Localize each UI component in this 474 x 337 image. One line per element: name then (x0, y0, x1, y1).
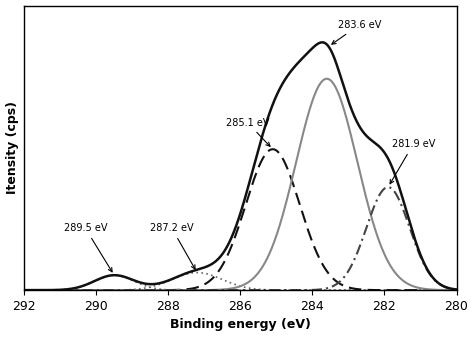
Text: 283.6 eV: 283.6 eV (332, 20, 381, 44)
Text: 285.1 eV: 285.1 eV (226, 118, 270, 146)
X-axis label: Binding energy (eV): Binding energy (eV) (170, 318, 311, 332)
Text: 289.5 eV: 289.5 eV (64, 223, 112, 272)
Text: 281.9 eV: 281.9 eV (390, 139, 435, 184)
Text: 287.2 eV: 287.2 eV (150, 223, 195, 269)
Y-axis label: Itensity (cps): Itensity (cps) (6, 101, 18, 194)
